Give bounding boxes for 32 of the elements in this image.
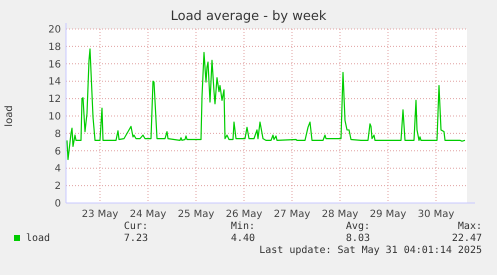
- y-tick-label: 6: [54, 146, 61, 158]
- y-axis-title: load: [4, 105, 15, 127]
- text: 22.47: [452, 233, 482, 244]
- y-tick-label: 0: [54, 198, 61, 210]
- text: 7.23: [124, 233, 148, 244]
- y-tick-label: 14: [48, 76, 61, 88]
- x-tick-label: 27 May: [274, 209, 310, 220]
- chart-title: Load average - by week: [170, 9, 327, 24]
- text: 8.03: [346, 233, 370, 244]
- y-tick-label: 20: [48, 24, 61, 36]
- text: Max:: [458, 221, 482, 232]
- x-tick-label: 25 May: [178, 209, 214, 220]
- y-tick-label: 8: [54, 128, 61, 140]
- line-series: [66, 48, 466, 160]
- text: Avg:: [346, 221, 370, 232]
- text: Min:: [230, 221, 255, 232]
- x-tick-label: 26 May: [226, 209, 262, 220]
- y-tick-label: 12: [48, 94, 61, 106]
- y-tick-label: 2: [54, 181, 61, 192]
- y-tick-label: 4: [54, 164, 61, 175]
- text: Cur:: [124, 221, 148, 232]
- x-tick-label: 24 May: [130, 209, 166, 220]
- x-tick-label: 23 May: [82, 209, 118, 220]
- y-tick-label: 18: [48, 42, 61, 53]
- x-tick-label: 30 May: [418, 209, 454, 220]
- text: Last update: Sat May 31 04:01:14 2025: [259, 245, 482, 256]
- x-tick-label: 28 May: [322, 209, 358, 220]
- y-tick-label: 16: [48, 59, 61, 70]
- legend-label: load: [26, 233, 50, 244]
- text: 4.40: [230, 233, 255, 244]
- y-tick-label: 10: [48, 112, 61, 122]
- x-tick-label: 29 May: [370, 209, 406, 220]
